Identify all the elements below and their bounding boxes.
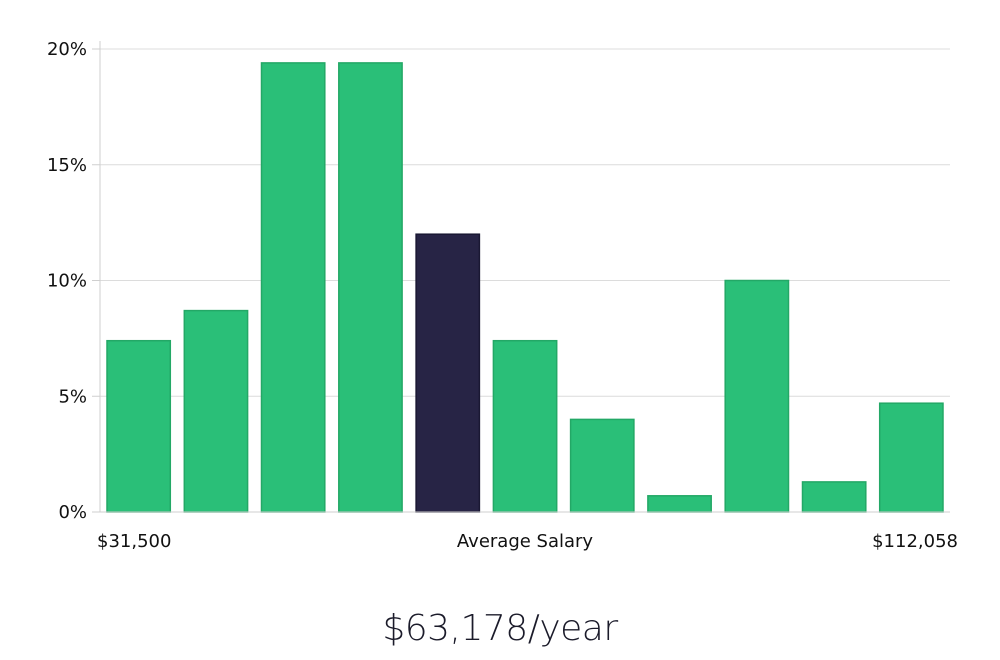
bar — [338, 62, 403, 513]
bars — [106, 62, 944, 513]
bar-average-salary — [415, 233, 481, 513]
x-max-label: $112,058 — [872, 531, 958, 552]
bar — [724, 279, 790, 513]
y-tick-label: 10% — [47, 271, 87, 292]
bar — [569, 418, 635, 513]
bar — [492, 339, 558, 513]
bar — [801, 481, 867, 513]
x-axis-title: Average Salary — [457, 531, 594, 552]
bar — [878, 402, 944, 513]
y-tick-label: 20% — [47, 39, 87, 60]
bar — [106, 339, 172, 513]
y-tick-label: 0% — [58, 502, 87, 523]
salary-histogram: 0% 5% 10% 15% 20% $31,500 Average Salary $11… — [47, 39, 958, 552]
x-min-label: $31,500 — [97, 531, 171, 552]
y-tick-label: 5% — [58, 386, 87, 407]
y-tick-label: 15% — [47, 155, 87, 176]
y-axis-ticks: 0% 5% 10% 15% 20% — [47, 39, 100, 523]
bar — [183, 309, 249, 513]
average-salary-headline: $63,178/year — [382, 608, 618, 649]
bar — [647, 495, 712, 513]
bar — [260, 62, 326, 513]
